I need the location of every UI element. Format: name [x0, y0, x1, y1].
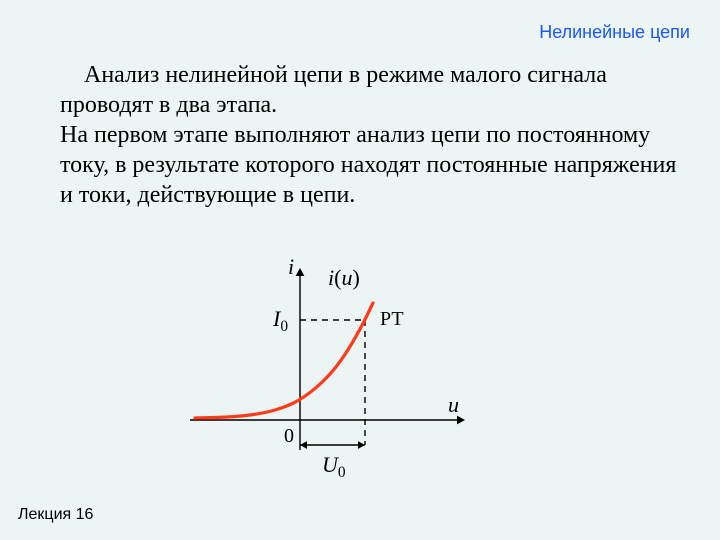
label-i-of-u: i(u) [328, 265, 360, 290]
paragraph-1: Анализ нелинейной цепи в режиме малого с… [60, 60, 680, 120]
iv-curve-svg: i u i(u) I0 U0 РТ 0 [180, 250, 480, 480]
label-origin-zero: 0 [284, 425, 294, 447]
body-text: Анализ нелинейной цепи в режиме малого с… [60, 60, 680, 210]
label-u-axis: u [448, 392, 459, 417]
label-operating-point: РТ [380, 308, 404, 330]
label-i-axis: i [288, 254, 294, 279]
lecture-footer: Лекция 16 [18, 506, 93, 524]
label-I0: I0 [272, 306, 288, 335]
label-U0: U0 [322, 452, 346, 480]
iv-curve-chart: i u i(u) I0 U0 РТ 0 [180, 250, 480, 480]
slide-page: Нелинейные цепи Анализ нелинейной цепи в… [0, 0, 720, 540]
slide-header: Нелинейные цепи [539, 22, 690, 43]
footer-text: Лекция 16 [18, 506, 93, 523]
paragraph-2: На первом этапе выполняют анализ цепи по… [60, 120, 680, 210]
header-text: Нелинейные цепи [539, 22, 690, 42]
